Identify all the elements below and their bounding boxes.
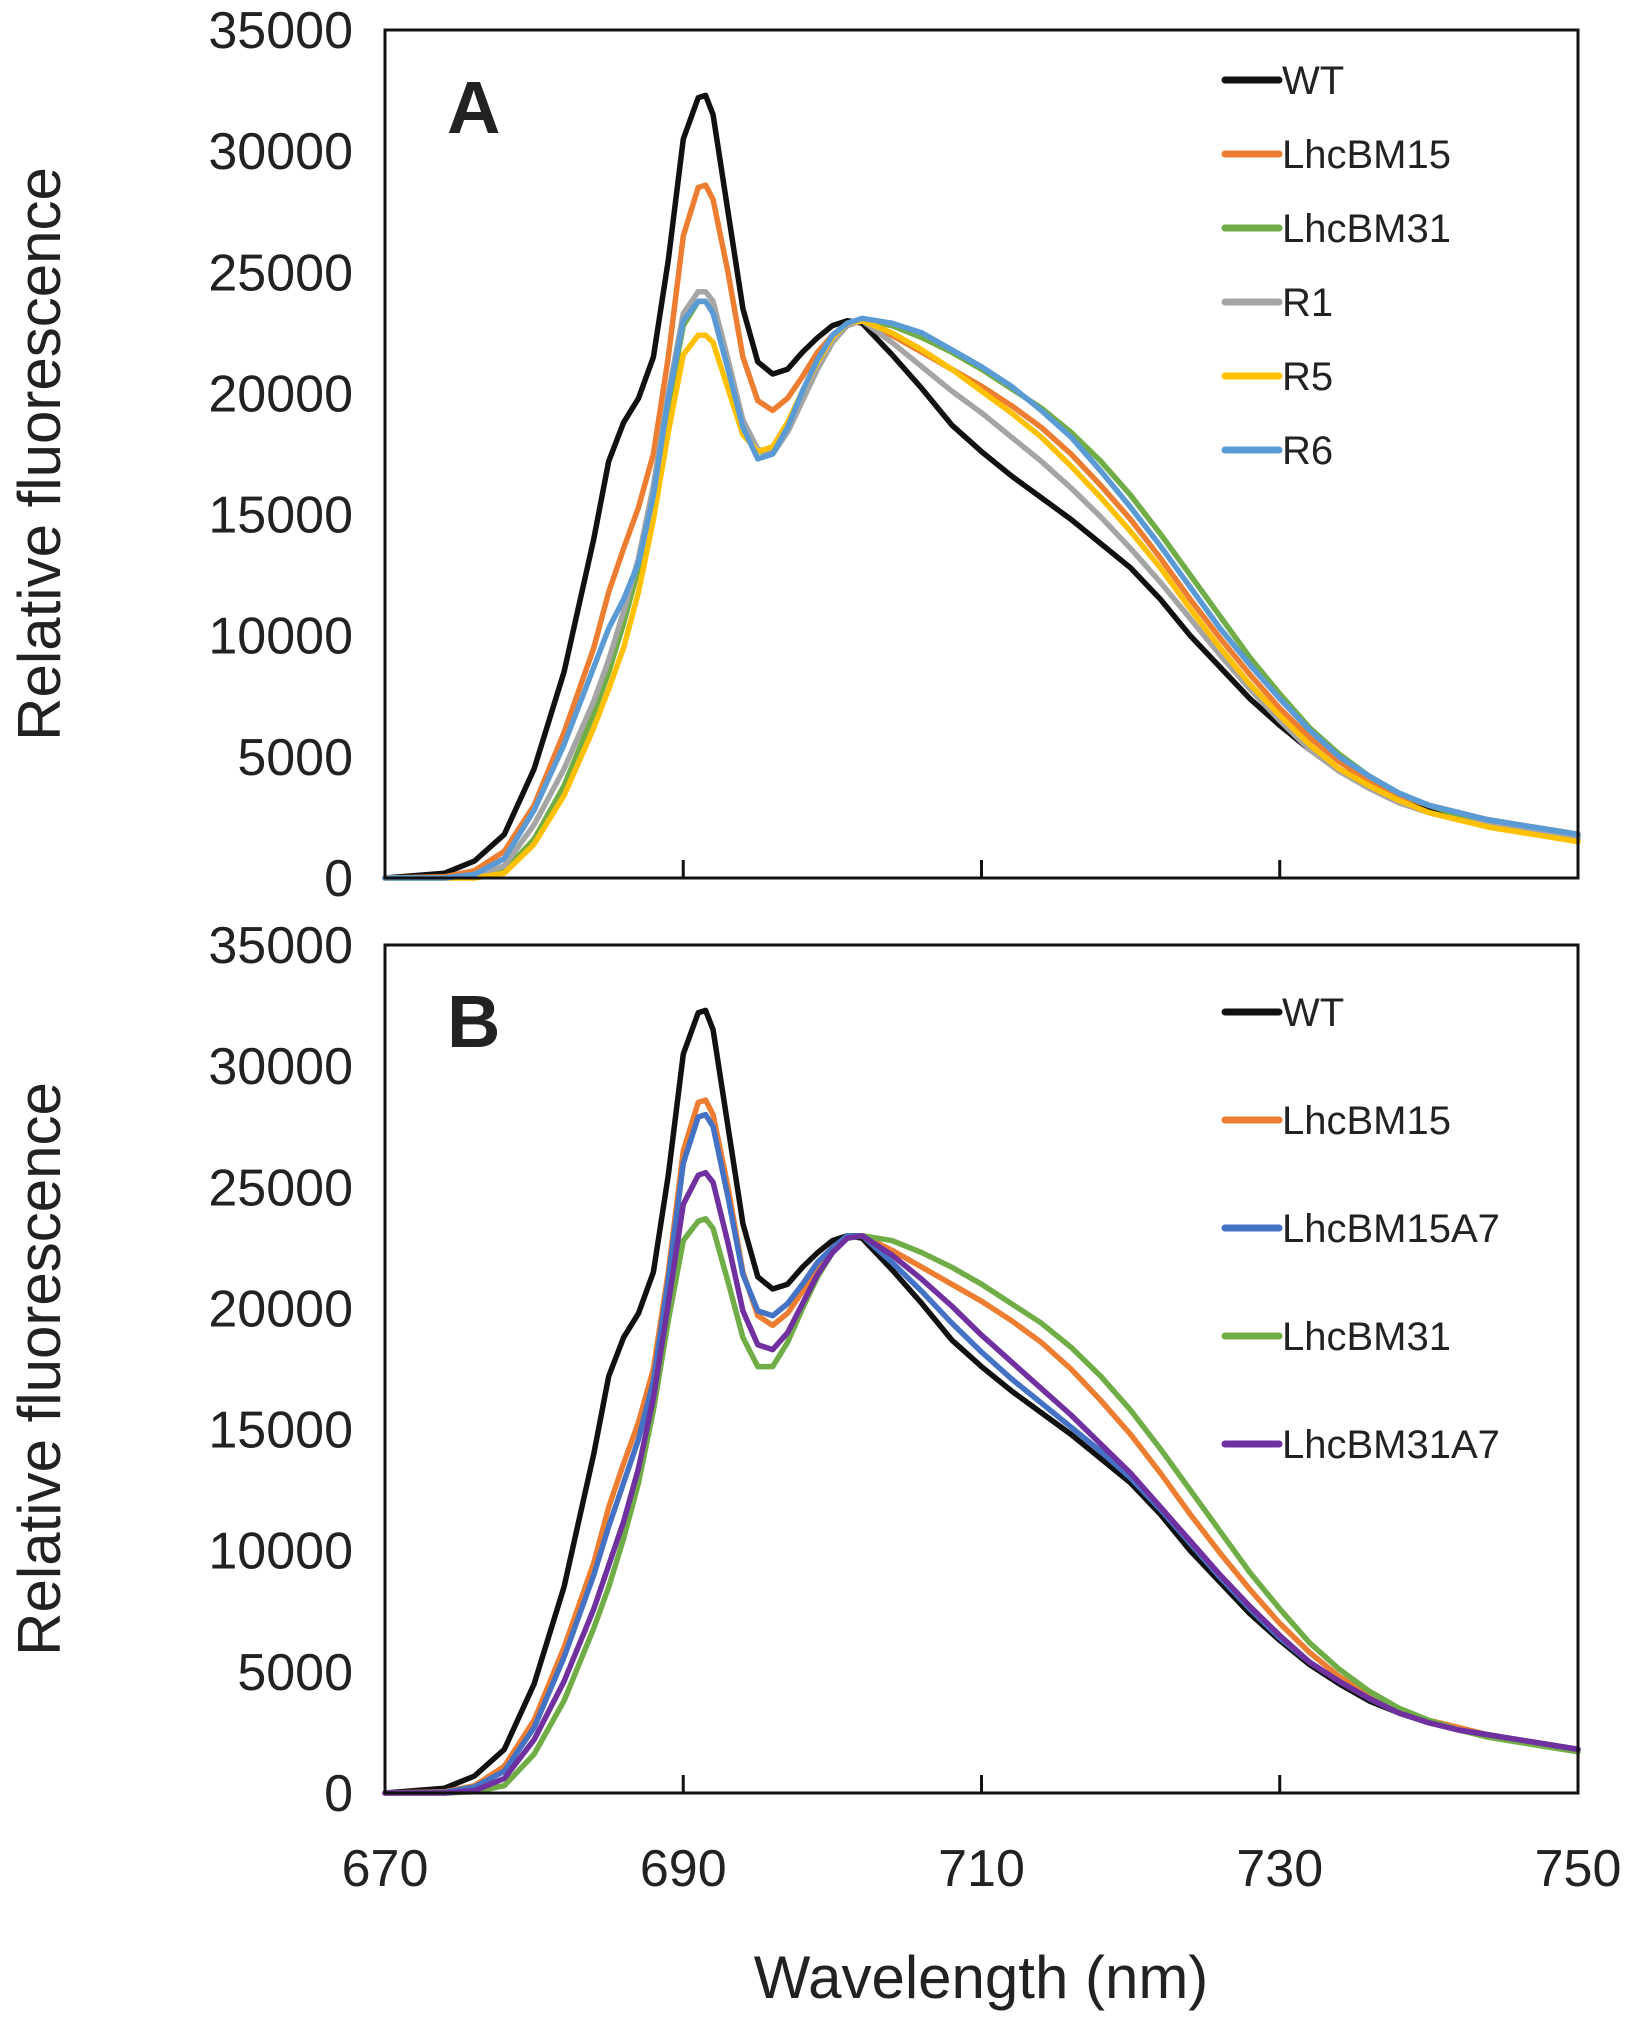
chart-panel-b: B 0 5000 10000 15000 20000 25000 30000 35000 WT… bbox=[6, 917, 1581, 1823]
legend-label-lhcbm15a7: LhcBM15A7 bbox=[1282, 1207, 1500, 1251]
y-tick-label: 35000 bbox=[208, 917, 353, 975]
y-tick-label: 10000 bbox=[208, 1523, 353, 1581]
y-tick-label: 15000 bbox=[208, 1402, 353, 1460]
legend-label-r6: R6 bbox=[1282, 429, 1333, 473]
legend-label-lhcbm15: LhcBM15 bbox=[1282, 1099, 1451, 1143]
y-tick-label: 15000 bbox=[208, 487, 353, 545]
y-axis-title-b: Relative fluorescence bbox=[6, 1082, 73, 1656]
panel-label-b: B bbox=[447, 980, 500, 1063]
y-tick-label: 25000 bbox=[208, 1159, 353, 1217]
legend-label-r1: R1 bbox=[1282, 281, 1333, 325]
y-tick-label: 0 bbox=[324, 1765, 353, 1823]
x-tick-label: 730 bbox=[1236, 1840, 1323, 1898]
y-tick-label: 30000 bbox=[208, 123, 353, 181]
y-tick-label: 20000 bbox=[208, 365, 353, 423]
y-tick-label: 5000 bbox=[237, 1644, 353, 1702]
series-line-lhcbm31a7 bbox=[382, 1169, 1581, 1796]
legend-label-wt: WT bbox=[1282, 991, 1344, 1035]
x-tick-label: 710 bbox=[938, 1840, 1025, 1898]
series-line-lhcbm31 bbox=[382, 1216, 1581, 1796]
legend-label-lhcbm31: LhcBM31 bbox=[1282, 207, 1451, 251]
x-tick-label: 690 bbox=[640, 1840, 727, 1898]
legend-label-r5: R5 bbox=[1282, 355, 1333, 399]
x-tick-label: 670 bbox=[342, 1840, 429, 1898]
y-tick-label: 0 bbox=[324, 850, 353, 908]
legend-a: WT LhcBM15 LhcBM31 R1 R5 R6 bbox=[1221, 59, 1451, 473]
y-tick-label: 25000 bbox=[208, 244, 353, 302]
series-line-r6 bbox=[382, 298, 1581, 881]
legend-label-lhcbm15: LhcBM15 bbox=[1282, 133, 1451, 177]
x-tick-label: 750 bbox=[1535, 1840, 1622, 1898]
y-tick-label: 10000 bbox=[208, 608, 353, 666]
legend-label-wt: WT bbox=[1282, 59, 1344, 103]
chart-panel-a: A 0 5000 10000 15000 20000 25000 30000 35000 WT… bbox=[6, 2, 1581, 908]
legend-label-lhcbm31a7: LhcBM31A7 bbox=[1282, 1423, 1500, 1467]
y-axis-ticks-b: 0 5000 10000 15000 20000 25000 30000 35000 bbox=[208, 917, 353, 1823]
panel-label-a: A bbox=[447, 66, 500, 149]
plot-frame-b bbox=[383, 943, 1580, 1795]
plot-area-a bbox=[382, 92, 1581, 881]
y-tick-label: 30000 bbox=[208, 1038, 353, 1096]
legend-label-lhcbm31: LhcBM31 bbox=[1282, 1315, 1451, 1359]
legend-b: WT LhcBM15 LhcBM15A7 LhcBM31 LhcBM31A7 bbox=[1221, 991, 1500, 1467]
y-axis-ticks-a: 0 5000 10000 15000 20000 25000 30000 35000 bbox=[208, 2, 353, 908]
y-tick-label: 20000 bbox=[208, 1280, 353, 1338]
x-axis-ticks: 670 690 710 730 750 bbox=[342, 1840, 1622, 1898]
y-tick-label: 35000 bbox=[208, 2, 353, 60]
y-tick-label: 5000 bbox=[237, 729, 353, 787]
y-axis-title-a: Relative fluorescence bbox=[6, 167, 73, 741]
x-axis-title: Wavelength (nm) bbox=[754, 1944, 1209, 2011]
plot-frame-a bbox=[383, 28, 1580, 880]
